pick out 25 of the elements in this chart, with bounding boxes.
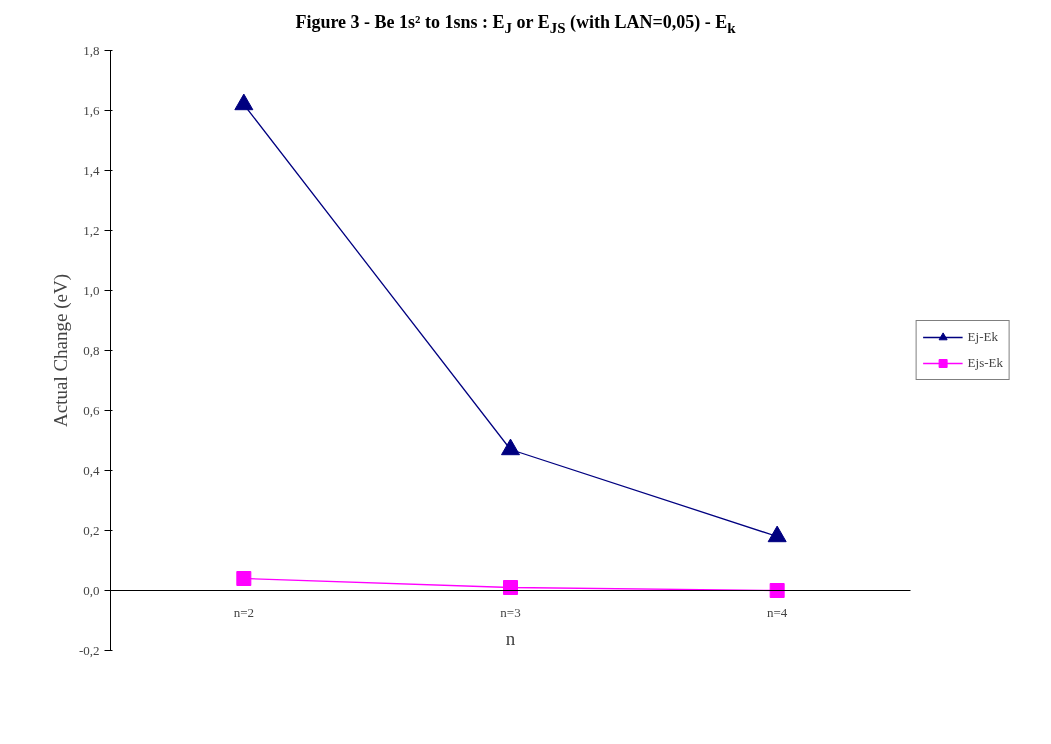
point bbox=[501, 438, 520, 456]
point bbox=[767, 525, 787, 543]
y-tick-label: 1,2 bbox=[83, 222, 100, 238]
x-tick-label: n=4 bbox=[767, 604, 788, 620]
point bbox=[234, 93, 254, 111]
y-tick-label: 0,4 bbox=[83, 462, 100, 478]
legend-label: Ej-Ek bbox=[967, 329, 998, 345]
y-tick-label: 0,8 bbox=[83, 342, 100, 358]
point bbox=[236, 571, 252, 586]
y-tick-label: 1,8 bbox=[83, 42, 100, 58]
y-tick-label: 0,2 bbox=[83, 522, 100, 538]
y-tick-label: -0,2 bbox=[78, 642, 100, 658]
chart-title: Figure 3 - Be 1s² to 1sns : E$_{J}$ or E$_{JS}$ (with LAN=0,05) - E$_{k}$ bbox=[294, 11, 737, 38]
point bbox=[769, 583, 785, 598]
point bbox=[503, 580, 518, 595]
y-axis-title: Actual Change (eV) bbox=[49, 274, 72, 427]
y-tick-label: 0,6 bbox=[83, 402, 100, 418]
y-tick-label: 1,4 bbox=[83, 162, 100, 178]
y-tick-label: 1,6 bbox=[83, 102, 100, 118]
y-tick-label: 1,0 bbox=[83, 282, 100, 298]
y-tick-label: 0,0 bbox=[83, 582, 100, 598]
x-axis-title: n bbox=[505, 627, 516, 649]
legend-label: Ejs-Ek bbox=[967, 355, 1003, 371]
x-tick-label: n=3 bbox=[500, 604, 521, 620]
x-tick-label: n=2 bbox=[233, 604, 255, 620]
